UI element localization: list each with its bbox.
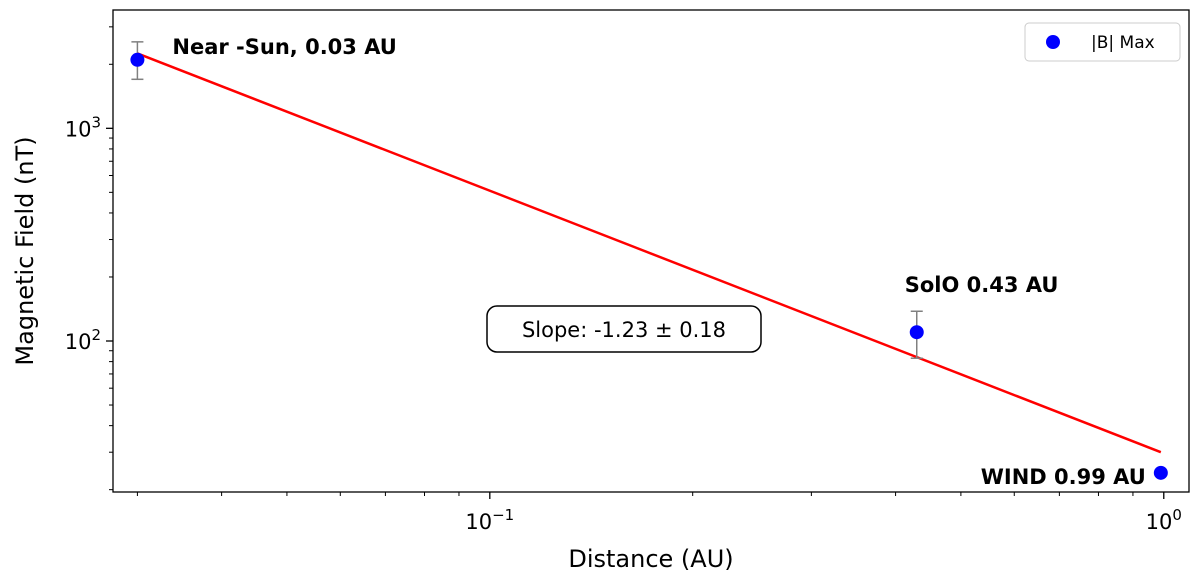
point-annotation: WIND 0.99 AU (981, 465, 1146, 489)
legend-label: |B| Max (1091, 33, 1155, 53)
fit-line (136, 52, 1162, 454)
major-ticks: 10−1 100 102 103 (65, 113, 1182, 534)
x-tick-label: 100 (1146, 506, 1182, 534)
x-tick-label: 10−1 (465, 506, 514, 534)
point-layer (130, 52, 1168, 480)
slope-textbox-text: Slope: -1.23 ± 0.18 (522, 318, 726, 342)
minor-ticks (109, 26, 1134, 496)
annotation-layer: Near -Sun, 0.03 AU SolO 0.43 AU WIND 0.99 … (172, 35, 1145, 489)
x-axis-label: Distance (AU) (568, 545, 733, 573)
legend: |B| Max (1024, 22, 1181, 62)
slope-textbox-frame (486, 305, 762, 353)
data-point (909, 325, 924, 340)
data-point (130, 52, 145, 67)
y-axis-label: Magnetic Field (nT) (11, 136, 39, 365)
legend-marker (1046, 35, 1060, 49)
y-tick-label: 102 (65, 326, 101, 354)
point-annotation: SolO 0.43 AU (905, 273, 1059, 297)
y-tick-label: 103 (65, 113, 101, 141)
plot-frame (112, 9, 1190, 493)
point-annotation: Near -Sun, 0.03 AU (172, 35, 396, 59)
legend-frame (1024, 22, 1181, 62)
data-point (1153, 465, 1168, 480)
fit-layer (136, 52, 1162, 454)
slope-textbox: Slope: -1.23 ± 0.18 (486, 305, 762, 353)
